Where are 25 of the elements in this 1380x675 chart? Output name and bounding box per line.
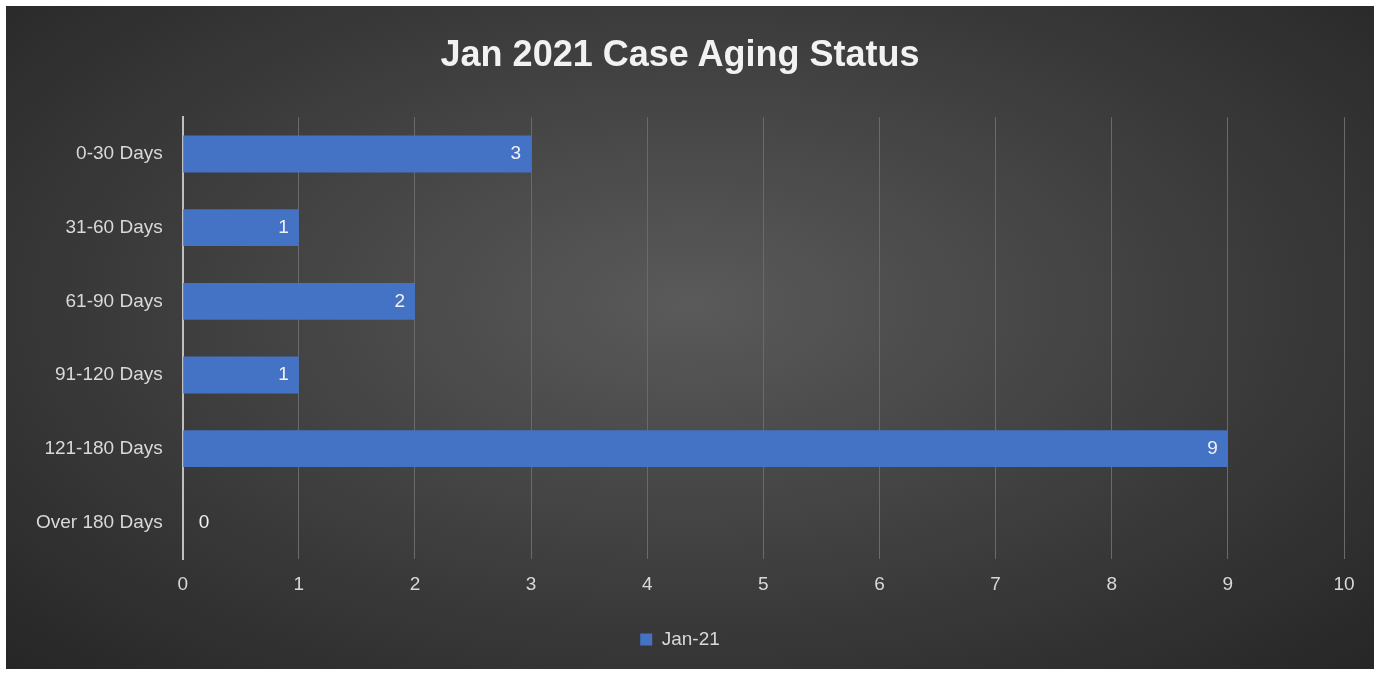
y-tick-label: 91-120 Days <box>54 363 163 385</box>
data-label: 1 <box>278 215 289 237</box>
data-label: 3 <box>510 142 522 164</box>
x-tick-label: 5 <box>758 572 769 594</box>
data-label: 2 <box>394 289 405 311</box>
x-tick-label: 9 <box>1222 572 1234 594</box>
data-label: 9 <box>1207 436 1218 458</box>
x-tick-label: 3 <box>525 572 537 594</box>
x-tick-label: 8 <box>1106 572 1118 594</box>
x-tick-label: 4 <box>641 572 653 594</box>
y-tick-label: 31-60 Days <box>65 215 163 237</box>
legend-label: Jan-21 <box>661 627 720 649</box>
data-label: 1 <box>278 363 289 385</box>
data-label: 0 <box>198 510 210 532</box>
x-tick-label: 0 <box>177 572 189 594</box>
y-tick-label: Over 180 Days <box>35 510 163 532</box>
x-tick-label: 2 <box>409 572 421 594</box>
y-tick-label: 0-30 Days <box>76 142 163 164</box>
y-tick-label: 61-90 Days <box>65 289 163 311</box>
chart-title: Jan 2021 Case Aging Status <box>440 32 920 74</box>
x-tick-label: 10 <box>1333 572 1355 594</box>
x-tick-label: 6 <box>874 572 885 594</box>
x-tick-label: 1 <box>293 572 305 594</box>
x-tick-label: 7 <box>990 572 1001 594</box>
y-tick-label: 121-180 Days <box>44 436 163 458</box>
